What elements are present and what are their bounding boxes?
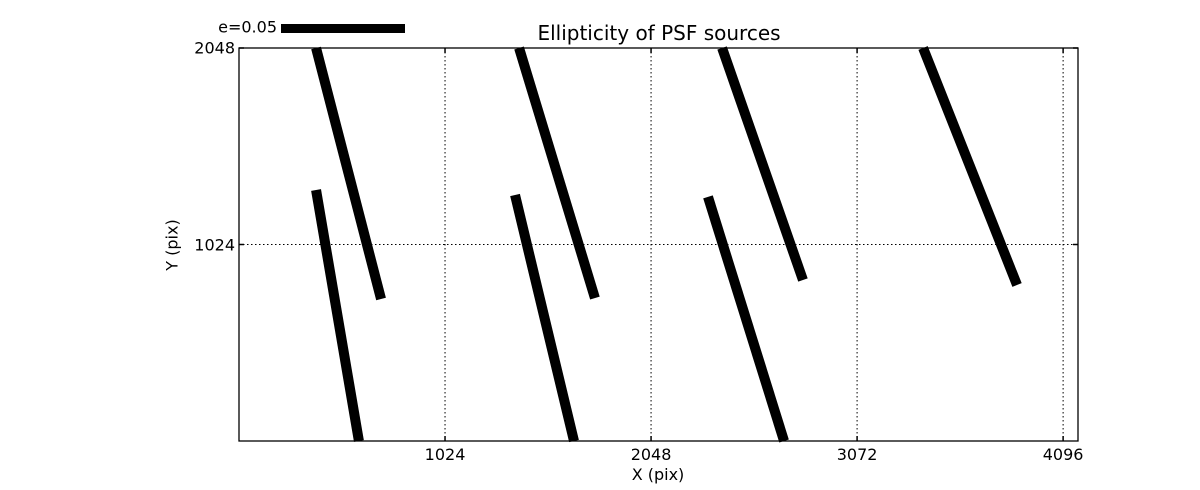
x-tick-label-3072: 3072: [836, 445, 878, 464]
y-tick-label-1024: 1024: [194, 235, 235, 254]
y-tick-label-2048: 2048: [194, 38, 235, 58]
x-tick-label-4096: 4096: [1042, 445, 1084, 464]
ellipticity-whisker: [311, 46, 386, 301]
legend-sample-bar: [281, 24, 405, 33]
ellipticity-whisker: [510, 193, 579, 443]
ellipticity-whisker: [703, 195, 789, 443]
x-tick-label-1024: 1024: [424, 445, 466, 464]
ellipticity-whisker: [918, 46, 1022, 287]
x-tick-label-2048: 2048: [630, 445, 672, 464]
legend-label: e=0.05: [218, 17, 277, 37]
ellipticity-whisker: [311, 189, 364, 442]
ellipticity-whisker: [717, 46, 808, 282]
x-axis-label: X (pix): [631, 465, 685, 484]
ellipticity-whisker: [514, 46, 600, 300]
axes-frame: [238, 47, 1079, 442]
chart-title: Ellipticity of PSF sources: [537, 21, 781, 45]
y-axis-label: Y (pix): [162, 219, 182, 271]
